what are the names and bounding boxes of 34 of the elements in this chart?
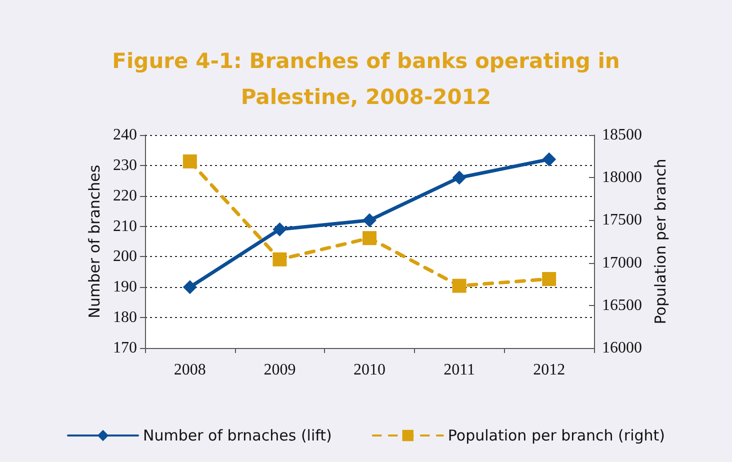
y-tick-label: 170 bbox=[113, 340, 137, 356]
y-tick-label: 240 bbox=[113, 126, 137, 144]
point bbox=[542, 272, 556, 286]
y2-tick-label: 16000 bbox=[602, 340, 642, 356]
x-tick-label: 2012 bbox=[533, 362, 566, 378]
point bbox=[182, 154, 197, 168]
y2-tick-label: 17000 bbox=[602, 254, 642, 272]
y2-tick-label: 17500 bbox=[602, 212, 642, 229]
chart-title: Figure 4-1: Branches of banks operating in Palestine, 2008-2012 bbox=[112, 49, 620, 109]
legend-label: Population per branch (right) bbox=[448, 426, 666, 444]
point bbox=[452, 278, 466, 293]
point bbox=[272, 222, 287, 236]
y2-tick-label: 18000 bbox=[602, 169, 642, 186]
x-tick-label: 2009 bbox=[264, 362, 296, 378]
y2-axis-title: Population per branch bbox=[651, 158, 670, 324]
legend-label: Number of brnaches (lift) bbox=[143, 426, 332, 444]
y-tick-label: 220 bbox=[113, 187, 137, 204]
point bbox=[452, 170, 466, 185]
y-tick-label: 210 bbox=[113, 218, 137, 235]
point bbox=[542, 152, 556, 166]
y-tick-label: 200 bbox=[113, 248, 137, 266]
point bbox=[362, 231, 376, 246]
y2-tick-label: 16500 bbox=[602, 296, 642, 314]
y-tick-label: 180 bbox=[113, 309, 137, 326]
point bbox=[182, 280, 197, 294]
x-tick-label: 2011 bbox=[444, 362, 476, 378]
point bbox=[362, 213, 376, 228]
y-tick-label: 190 bbox=[113, 278, 137, 296]
x-tick-label: 2008 bbox=[174, 362, 206, 378]
y-tick-label: 230 bbox=[113, 156, 137, 174]
y-axis-title: Number of branches bbox=[86, 164, 104, 318]
x-tick-label: 2010 bbox=[354, 362, 386, 378]
point bbox=[272, 252, 287, 266]
y2-tick-label: 18500 bbox=[602, 126, 642, 144]
